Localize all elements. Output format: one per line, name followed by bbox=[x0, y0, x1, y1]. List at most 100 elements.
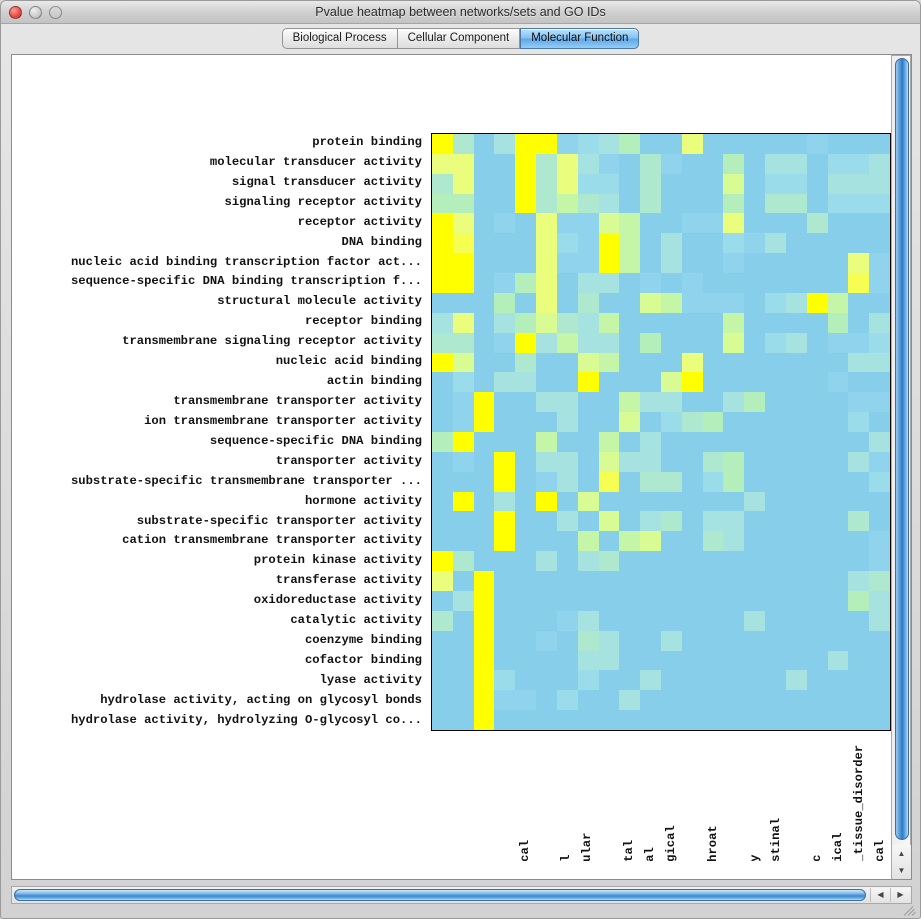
heatmap-cell[interactable] bbox=[473, 511, 495, 532]
heatmap-cell[interactable] bbox=[723, 610, 745, 631]
heatmap-cell[interactable] bbox=[827, 253, 849, 274]
heatmap-cell[interactable] bbox=[806, 432, 828, 452]
heatmap-cell[interactable] bbox=[702, 571, 724, 591]
heatmap-cell[interactable] bbox=[452, 392, 474, 413]
heatmap-cell[interactable] bbox=[723, 332, 745, 353]
heatmap-cell[interactable] bbox=[473, 630, 495, 651]
heatmap-cell[interactable] bbox=[556, 451, 578, 472]
heatmap-cell[interactable] bbox=[806, 253, 828, 274]
heatmap-cell[interactable] bbox=[785, 392, 807, 413]
heatmap-cell[interactable] bbox=[640, 153, 661, 174]
heatmap-cell[interactable] bbox=[577, 392, 599, 413]
close-button[interactable] bbox=[9, 6, 22, 19]
tab-molecular-function[interactable]: Molecular Function bbox=[520, 27, 640, 49]
heatmap-cell[interactable] bbox=[785, 233, 807, 254]
heatmap-cell[interactable] bbox=[577, 451, 599, 472]
heatmap-cell[interactable] bbox=[806, 710, 828, 730]
heatmap-cell[interactable] bbox=[785, 451, 807, 472]
heatmap-cell[interactable] bbox=[515, 650, 537, 671]
heatmap-cell[interactable] bbox=[806, 352, 828, 373]
heatmap-cell[interactable] bbox=[765, 710, 786, 730]
heatmap-cell[interactable] bbox=[432, 491, 453, 512]
scroll-right-icon[interactable]: ▶ bbox=[890, 888, 910, 902]
heatmap-cell[interactable] bbox=[806, 233, 828, 254]
heatmap-cell[interactable] bbox=[619, 412, 641, 432]
heatmap-cell[interactable] bbox=[556, 531, 578, 552]
heatmap-cell[interactable] bbox=[827, 134, 849, 154]
heatmap-cell[interactable] bbox=[661, 650, 682, 671]
heatmap-cell[interactable] bbox=[452, 471, 474, 492]
heatmap-cell[interactable] bbox=[598, 610, 620, 631]
heatmap-cell[interactable] bbox=[869, 551, 890, 572]
heatmap-cell[interactable] bbox=[432, 273, 453, 293]
heatmap-cell[interactable] bbox=[577, 312, 599, 333]
heatmap-cell[interactable] bbox=[806, 590, 828, 611]
heatmap-cell[interactable] bbox=[432, 710, 453, 730]
heatmap-cell[interactable] bbox=[765, 590, 786, 611]
heatmap-cell[interactable] bbox=[661, 173, 682, 194]
heatmap-cell[interactable] bbox=[785, 134, 807, 154]
heatmap-cell[interactable] bbox=[598, 571, 620, 591]
heatmap-cell[interactable] bbox=[536, 352, 557, 373]
heatmap-cell[interactable] bbox=[619, 451, 641, 472]
heatmap-cell[interactable] bbox=[432, 471, 453, 492]
heatmap-cell[interactable] bbox=[536, 412, 557, 432]
heatmap-cell[interactable] bbox=[494, 134, 516, 154]
heatmap-cell[interactable] bbox=[681, 173, 703, 194]
heatmap-cell[interactable] bbox=[640, 253, 661, 274]
heatmap-cell[interactable] bbox=[598, 630, 620, 651]
heatmap-cell[interactable] bbox=[473, 432, 495, 452]
heatmap-cell[interactable] bbox=[702, 412, 724, 432]
heatmap-cell[interactable] bbox=[577, 233, 599, 254]
heatmap-cell[interactable] bbox=[556, 253, 578, 274]
heatmap-cell[interactable] bbox=[452, 273, 474, 293]
heatmap-cell[interactable] bbox=[785, 213, 807, 234]
heatmap-cell[interactable] bbox=[806, 630, 828, 651]
heatmap-cell[interactable] bbox=[577, 590, 599, 611]
heatmap-cell[interactable] bbox=[702, 332, 724, 353]
heatmap-cell[interactable] bbox=[723, 710, 745, 730]
heatmap-cell[interactable] bbox=[806, 571, 828, 591]
heatmap-cell[interactable] bbox=[723, 292, 745, 313]
heatmap-cell[interactable] bbox=[536, 372, 557, 393]
heatmap-cell[interactable] bbox=[598, 650, 620, 671]
heatmap-cell[interactable] bbox=[619, 193, 641, 214]
heatmap-cell[interactable] bbox=[681, 491, 703, 512]
heatmap-cell[interactable] bbox=[432, 590, 453, 611]
heatmap-cell[interactable] bbox=[765, 392, 786, 413]
heatmap-cell[interactable] bbox=[785, 710, 807, 730]
heatmap-cell[interactable] bbox=[452, 432, 474, 452]
heatmap-cell[interactable] bbox=[661, 432, 682, 452]
heatmap-cell[interactable] bbox=[827, 173, 849, 194]
heatmap-cell[interactable] bbox=[494, 710, 516, 730]
heatmap-cell[interactable] bbox=[432, 213, 453, 234]
heatmap-cell[interactable] bbox=[681, 352, 703, 373]
heatmap-cell[interactable] bbox=[598, 153, 620, 174]
heatmap-cell[interactable] bbox=[515, 471, 537, 492]
heatmap-cell[interactable] bbox=[744, 531, 766, 552]
heatmap-cell[interactable] bbox=[869, 253, 890, 274]
heatmap-cell[interactable] bbox=[598, 432, 620, 452]
heatmap-cell[interactable] bbox=[827, 312, 849, 333]
heatmap-cell[interactable] bbox=[536, 432, 557, 452]
heatmap-cell[interactable] bbox=[848, 352, 870, 373]
heatmap-cell[interactable] bbox=[432, 670, 453, 691]
heatmap-cell[interactable] bbox=[536, 650, 557, 671]
heatmap-cell[interactable] bbox=[681, 253, 703, 274]
heatmap-cell[interactable] bbox=[432, 531, 453, 552]
heatmap-cell[interactable] bbox=[619, 312, 641, 333]
heatmap-cell[interactable] bbox=[848, 571, 870, 591]
heatmap-cell[interactable] bbox=[827, 193, 849, 214]
heatmap-cell[interactable] bbox=[556, 332, 578, 353]
heatmap-cell[interactable] bbox=[806, 610, 828, 631]
heatmap-cell[interactable] bbox=[806, 134, 828, 154]
heatmap-cell[interactable] bbox=[785, 173, 807, 194]
heatmap-cell[interactable] bbox=[765, 610, 786, 631]
heatmap-cell[interactable] bbox=[515, 551, 537, 572]
horizontal-scrollbar-thumb[interactable] bbox=[14, 889, 866, 901]
heatmap-cell[interactable] bbox=[556, 412, 578, 432]
heatmap-cell[interactable] bbox=[473, 233, 495, 254]
heatmap-cell[interactable] bbox=[515, 412, 537, 432]
heatmap-cell[interactable] bbox=[848, 610, 870, 631]
heatmap-cell[interactable] bbox=[744, 690, 766, 711]
